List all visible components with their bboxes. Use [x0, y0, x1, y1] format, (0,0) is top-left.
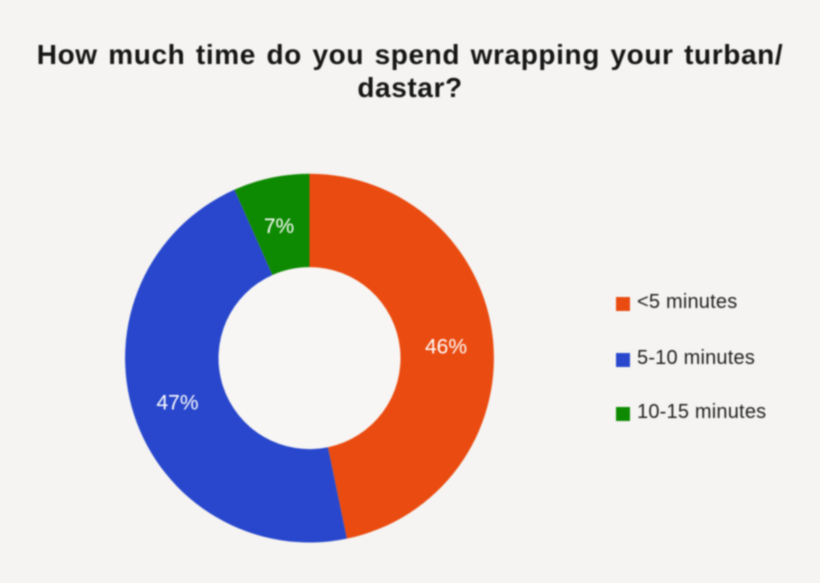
svg-text:46%: 46% — [425, 336, 467, 359]
svg-text:7%: 7% — [264, 215, 294, 238]
svg-text:47%: 47% — [156, 392, 198, 415]
